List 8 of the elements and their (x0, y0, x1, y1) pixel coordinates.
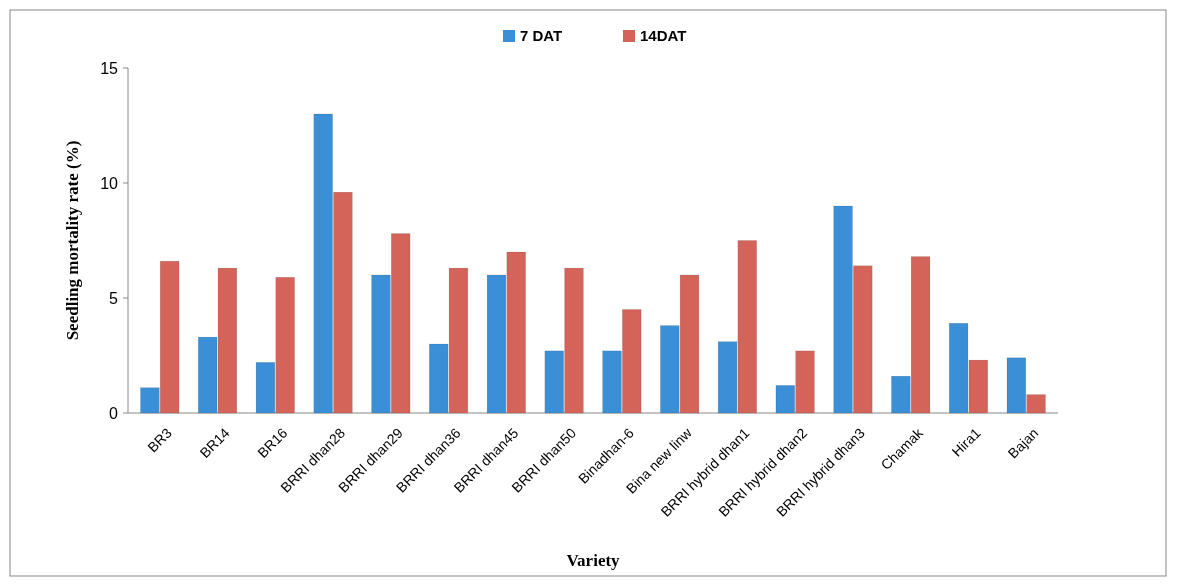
legend-label: 14DAT (640, 27, 687, 44)
y-tick-label: 15 (100, 59, 119, 77)
legend-label: 7 DAT (520, 27, 563, 44)
y-tick-label: 0 (109, 404, 119, 422)
y-axis-title: Seedling mortality rate (%) (63, 140, 82, 341)
y-tick-label: 5 (109, 289, 119, 307)
y-tick-label: 10 (100, 174, 119, 192)
x-axis-title: Variety (566, 551, 621, 570)
